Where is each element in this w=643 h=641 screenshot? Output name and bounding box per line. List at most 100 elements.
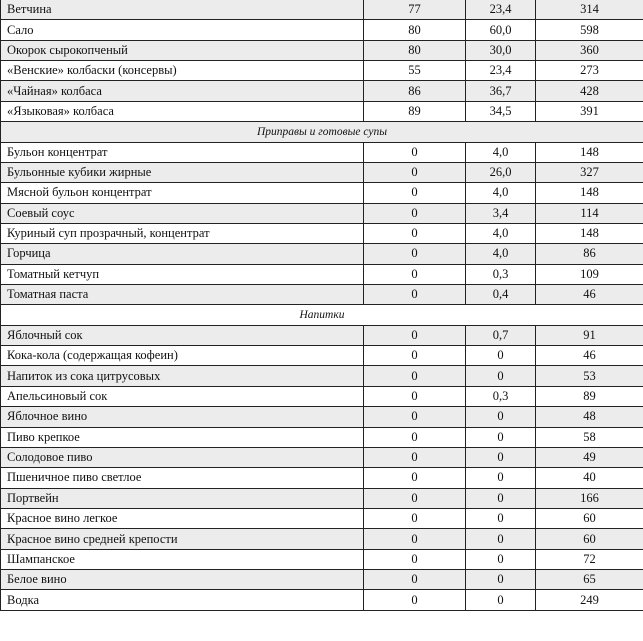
table-row: Сало 80 60,0 598 — [0, 19, 643, 41]
item-name-cell: Окорок сырокопченый — [0, 39, 364, 62]
item-name-cell: Бульон концентрат — [0, 141, 364, 163]
item-name-cell: Шампанское — [0, 548, 364, 571]
value-cell-2: 0,3 — [465, 385, 536, 408]
value-cell-3: 91 — [535, 324, 643, 347]
section-header-row: Напитки — [0, 304, 643, 326]
table-row: Пиво крепкое 0 0 58 — [0, 426, 643, 448]
value-cell-2: 26,0 — [465, 161, 536, 184]
value-cell-3: 360 — [535, 39, 643, 62]
value-cell-3: 327 — [535, 161, 643, 184]
value-cell-1: 0 — [363, 182, 466, 204]
value-cell-3: 48 — [535, 406, 643, 428]
value-cell-1: 0 — [363, 324, 466, 347]
value-cell-2: 0,7 — [465, 324, 536, 347]
value-cell-1: 80 — [363, 39, 466, 62]
table-row: Горчица 0 4,0 86 — [0, 243, 643, 265]
value-cell-1: 80 — [363, 19, 466, 41]
table-row: Томатный кетчуп 0 0,3 109 — [0, 263, 643, 286]
item-name-cell: Томатный кетчуп — [0, 263, 364, 286]
value-cell-3: 53 — [535, 365, 643, 387]
item-name-cell: Ветчина — [0, 0, 364, 21]
value-cell-1: 0 — [363, 467, 466, 489]
value-cell-2: 0 — [465, 589, 536, 611]
table-row: Бульонные кубики жирные 0 26,0 327 — [0, 161, 643, 184]
value-cell-2: 23,4 — [465, 0, 536, 21]
item-name-cell: Куриный суп прозрачный, концентрат — [0, 222, 364, 245]
value-cell-3: 40 — [535, 467, 643, 489]
item-name-cell: Бульонные кубики жирные — [0, 161, 364, 184]
value-cell-2: 23,4 — [465, 60, 536, 82]
table-row: Солодовое пиво 0 0 49 — [0, 446, 643, 469]
section-title: Напитки — [0, 304, 643, 326]
value-cell-2: 0 — [465, 507, 536, 530]
value-cell-1: 0 — [363, 284, 466, 306]
value-cell-1: 55 — [363, 60, 466, 82]
item-name-cell: Томатная паста — [0, 284, 364, 306]
value-cell-2: 0 — [465, 345, 536, 367]
table-row: Мясной бульон концентрат 0 4,0 148 — [0, 182, 643, 204]
value-cell-3: 148 — [535, 222, 643, 245]
value-cell-1: 0 — [363, 345, 466, 367]
table-row: «Чайная» колбаса 86 36,7 428 — [0, 80, 643, 102]
table-row: Окорок сырокопченый 80 30,0 360 — [0, 39, 643, 62]
table-row: «Венские» колбаски (консервы) 55 23,4 273 — [0, 60, 643, 82]
section-header-row: Приправы и готовые супы — [0, 121, 643, 143]
value-cell-2: 4,0 — [465, 141, 536, 163]
value-cell-3: 273 — [535, 60, 643, 82]
value-cell-1: 0 — [363, 487, 466, 509]
item-name-cell: Белое вино — [0, 569, 364, 591]
value-cell-1: 0 — [363, 426, 466, 448]
value-cell-2: 34,5 — [465, 100, 536, 123]
item-name-cell: Солодовое пиво — [0, 446, 364, 469]
value-cell-2: 0,4 — [465, 284, 536, 306]
table-row: Яблочное вино 0 0 48 — [0, 406, 643, 428]
value-cell-1: 77 — [363, 0, 466, 21]
item-name-cell: Сало — [0, 19, 364, 41]
item-name-cell: Яблочное вино — [0, 406, 364, 428]
value-cell-3: 58 — [535, 426, 643, 448]
value-cell-3: 65 — [535, 569, 643, 591]
value-cell-2: 0 — [465, 548, 536, 571]
value-cell-1: 0 — [363, 161, 466, 184]
value-cell-1: 0 — [363, 141, 466, 163]
value-cell-2: 0 — [465, 426, 536, 448]
value-cell-2: 3,4 — [465, 202, 536, 224]
item-name-cell: Соевый соус — [0, 202, 364, 224]
item-name-cell: Красное вино средней крепости — [0, 528, 364, 550]
value-cell-3: 391 — [535, 100, 643, 123]
value-cell-2: 0 — [465, 467, 536, 489]
nutrition-table: Ветчина 77 23,4 314 Сало 80 60,0 598 Окорок сыро… — [0, 0, 643, 611]
value-cell-1: 0 — [363, 569, 466, 591]
value-cell-3: 46 — [535, 284, 643, 306]
value-cell-1: 0 — [363, 263, 466, 286]
value-cell-3: 148 — [535, 182, 643, 204]
table-row: Водка 0 0 249 — [0, 589, 643, 611]
value-cell-2: 0 — [465, 569, 536, 591]
section-title: Приправы и готовые супы — [0, 121, 643, 143]
item-name-cell: Портвейн — [0, 487, 364, 509]
value-cell-3: 314 — [535, 0, 643, 21]
value-cell-1: 0 — [363, 385, 466, 408]
value-cell-1: 0 — [363, 446, 466, 469]
item-name-cell: Водка — [0, 589, 364, 611]
value-cell-3: 114 — [535, 202, 643, 224]
value-cell-1: 0 — [363, 589, 466, 611]
item-name-cell: Пшеничное пиво светлое — [0, 467, 364, 489]
item-name-cell: «Языковая» колбаса — [0, 100, 364, 123]
value-cell-2: 4,0 — [465, 182, 536, 204]
value-cell-1: 0 — [363, 548, 466, 571]
value-cell-1: 0 — [363, 202, 466, 224]
value-cell-2: 4,0 — [465, 222, 536, 245]
value-cell-2: 30,0 — [465, 39, 536, 62]
value-cell-3: 428 — [535, 80, 643, 102]
table-row: Томатная паста 0 0,4 46 — [0, 284, 643, 306]
item-name-cell: Апельсиновый сок — [0, 385, 364, 408]
value-cell-3: 109 — [535, 263, 643, 286]
value-cell-1: 0 — [363, 528, 466, 550]
table-row: Апельсиновый сок 0 0,3 89 — [0, 385, 643, 408]
item-name-cell: Мясной бульон концентрат — [0, 182, 364, 204]
table-row: «Языковая» колбаса 89 34,5 391 — [0, 100, 643, 123]
value-cell-3: 49 — [535, 446, 643, 469]
value-cell-2: 0 — [465, 446, 536, 469]
table-row: Кока-кола (содержащая кофеин) 0 0 46 — [0, 345, 643, 367]
